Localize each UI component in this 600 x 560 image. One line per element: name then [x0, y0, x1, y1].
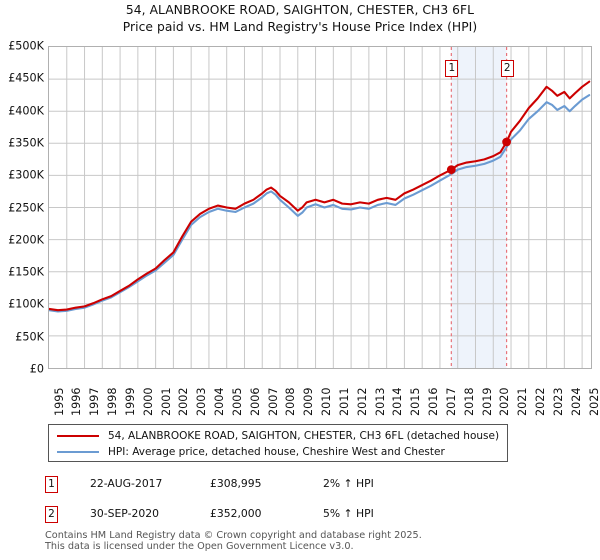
x-axis-tick-label: 2012	[355, 387, 369, 416]
transaction-price: £308,995	[210, 477, 262, 490]
x-axis-tick-label: 2006	[248, 387, 262, 416]
series-layer	[49, 47, 591, 368]
y-axis-tick-label: £350K	[8, 136, 44, 150]
transaction-hpi-delta: 5% ↑ HPI	[323, 507, 374, 520]
x-axis-tick-label: 2016	[427, 387, 441, 416]
x-axis-tick-label: 2008	[284, 387, 298, 416]
transaction-row: 1 22-AUG-2017 £308,995 2% ↑ HPI	[45, 476, 505, 494]
x-axis-tick-label: 1998	[106, 387, 119, 416]
transaction-hpi-delta: 2% ↑ HPI	[323, 477, 374, 490]
legend-item-hpi: HPI: Average price, detached house, Ches…	[49, 444, 507, 460]
legend-label-hpi: HPI: Average price, detached house, Ches…	[108, 446, 445, 458]
y-axis-tick-label: £0	[29, 362, 44, 376]
x-axis-tick-label: 2014	[391, 387, 405, 416]
plot-frame	[48, 46, 592, 369]
legend-swatch-hpi	[57, 451, 99, 453]
footer-line-1: Contains HM Land Registry data © Crown c…	[45, 530, 422, 541]
y-axis-tick-label: £100K	[8, 297, 44, 311]
y-axis-tick-label: £150K	[8, 265, 44, 279]
grid-layer	[49, 47, 591, 368]
x-axis-tick-label: 2019	[480, 387, 494, 416]
chart-legend: 54, ALANBROOKE ROAD, SAIGHTON, CHESTER, …	[48, 424, 508, 462]
y-axis-tick-label: £300K	[8, 168, 44, 182]
x-axis-tick-label: 2018	[462, 387, 476, 416]
x-axis-tick-label: 2025	[587, 387, 600, 416]
chart-title: 54, ALANBROOKE ROAD, SAIGHTON, CHESTER, …	[0, 2, 600, 35]
x-axis-tick-label: 1995	[52, 387, 66, 416]
transaction-row: 2 30-SEP-2020 £352,000 5% ↑ HPI	[45, 506, 505, 524]
transaction-badge: 1	[45, 476, 58, 493]
transaction-date: 22-AUG-2017	[90, 477, 163, 490]
chart-marker-badge: 2	[500, 60, 514, 77]
x-axis-tick-label: 2011	[337, 387, 351, 416]
y-axis-tick-label: £50K	[15, 330, 44, 344]
x-axis-tick-label: 2003	[195, 387, 209, 416]
legend-label-property: 54, ALANBROOKE ROAD, SAIGHTON, CHESTER, …	[108, 430, 500, 442]
x-axis-tick-label: 2004	[213, 387, 227, 416]
y-axis-labels: £0 £50K £100K £150K £200K £250K £300K £350K £400…	[0, 40, 600, 376]
x-axis-tick-label: 2023	[551, 387, 565, 416]
x-axis-tick-label: 2024	[569, 387, 583, 416]
x-axis-tick-label: 1996	[70, 387, 84, 416]
x-axis-tick-label: 2015	[409, 387, 423, 416]
x-axis-tick-label: 1999	[123, 387, 137, 416]
x-axis-tick-label: 2021	[516, 387, 530, 416]
footer-line-2: This data is licensed under the Open Gov…	[45, 541, 354, 553]
footer-attribution: Contains HM Land Registry data © Crown c…	[45, 530, 585, 553]
x-axis-tick-label: 2007	[266, 387, 280, 416]
x-axis-tick-label: 2000	[141, 387, 155, 416]
chart-marker-badge: 1	[445, 60, 459, 77]
transaction-date: 30-SEP-2020	[90, 507, 159, 520]
title-line-1: 54, ALANBROOKE ROAD, SAIGHTON, CHESTER, …	[125, 3, 475, 17]
y-axis-tick-label: £250K	[8, 201, 44, 214]
y-axis-tick-label: £200K	[8, 233, 44, 247]
title-line-2: Price paid vs. HM Land Registry's House …	[122, 19, 478, 34]
y-axis-tick-label: £450K	[8, 71, 44, 85]
x-axis-tick-label: 2010	[320, 387, 334, 416]
transaction-badge: 2	[45, 506, 58, 523]
transaction-price: £352,000	[210, 507, 262, 520]
y-axis-tick-label: £400K	[8, 104, 44, 118]
x-axis-labels: 1995 1996 1997 1998 1999 2000 2001 2002 2003 2004…	[48, 372, 600, 418]
x-axis-tick-label: 2005	[230, 387, 244, 416]
x-axis-tick-label: 2022	[534, 387, 548, 416]
x-axis-tick-label: 2020	[498, 387, 512, 416]
x-axis-tick-label: 2009	[302, 387, 316, 416]
y-axis-tick-label: £500K	[8, 39, 44, 53]
x-axis-tick-label: 2013	[373, 387, 387, 416]
x-axis-tick-label: 2002	[177, 387, 191, 416]
x-axis-tick-label: 2001	[159, 387, 173, 416]
legend-item-property: 54, ALANBROOKE ROAD, SAIGHTON, CHESTER, …	[49, 428, 507, 444]
legend-swatch-property	[57, 435, 99, 437]
x-axis-tick-label: 1997	[88, 387, 102, 416]
x-axis-tick-label: 2017	[444, 387, 458, 416]
